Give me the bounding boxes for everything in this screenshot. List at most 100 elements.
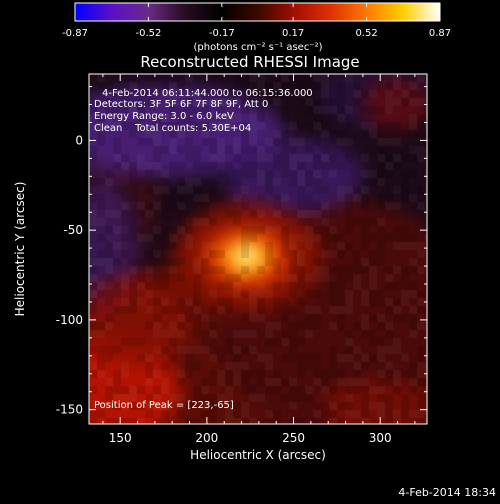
heatmap-pixel	[185, 226, 193, 234]
heatmap-pixel	[425, 394, 427, 402]
heatmap-pixel	[185, 362, 193, 370]
heatmap-pixel	[425, 354, 427, 362]
heatmap-pixel	[369, 170, 377, 178]
heatmap-pixel	[369, 90, 377, 98]
heatmap-pixel	[145, 74, 153, 82]
heatmap-pixel	[185, 298, 193, 306]
heatmap-pixel	[409, 258, 417, 266]
heatmap-pixel	[121, 74, 129, 82]
heatmap-pixel	[201, 90, 209, 98]
heatmap-pixel	[241, 122, 249, 130]
heatmap-pixel	[273, 370, 281, 378]
heatmap-pixel	[321, 122, 329, 130]
heatmap-pixel	[129, 418, 137, 424]
heatmap-pixel	[265, 154, 273, 162]
heatmap-pixel	[129, 338, 137, 346]
heatmap-pixel	[345, 378, 353, 386]
heatmap-pixel	[169, 258, 177, 266]
heatmap-pixel	[241, 106, 249, 114]
heatmap-pixel	[385, 138, 393, 146]
heatmap-pixel	[321, 186, 329, 194]
annotation-time-range: 4-Feb-2014 06:11:44.000 to 06:15:36.000	[102, 88, 313, 99]
heatmap-pixel	[337, 114, 345, 122]
heatmap-pixel	[185, 306, 193, 314]
heatmap-pixel	[121, 234, 129, 242]
heatmap-pixel	[153, 402, 161, 410]
heatmap-pixel	[369, 218, 377, 226]
heatmap-pixel	[305, 210, 313, 218]
heatmap-pixel	[377, 250, 385, 258]
heatmap-pixel	[193, 154, 201, 162]
heatmap-pixel	[145, 186, 153, 194]
heatmap-pixel	[265, 170, 273, 178]
heatmap-pixel	[321, 250, 329, 258]
heatmap-pixel	[361, 178, 369, 186]
heatmap-pixel	[305, 234, 313, 242]
heatmap-pixel	[241, 314, 249, 322]
heatmap-pixel	[241, 290, 249, 298]
heatmap-pixel	[345, 266, 353, 274]
heatmap-pixel	[225, 378, 233, 386]
heatmap-pixel	[121, 306, 129, 314]
heatmap-pixel	[257, 306, 265, 314]
heatmap-pixel	[201, 378, 209, 386]
heatmap-pixel	[97, 178, 105, 186]
heatmap-pixel	[305, 82, 313, 90]
heatmap-pixel	[281, 338, 289, 346]
heatmap-pixel	[121, 154, 129, 162]
heatmap-pixel	[105, 122, 113, 130]
heatmap-pixel	[89, 194, 97, 202]
heatmap-pixel	[169, 242, 177, 250]
heatmap-pixel	[273, 266, 281, 274]
colorbar-tick-label: 0.52	[355, 28, 377, 39]
heatmap-pixel	[321, 74, 329, 82]
heatmap-pixel	[89, 146, 97, 154]
heatmap-pixel	[145, 250, 153, 258]
heatmap-pixel	[169, 162, 177, 170]
heatmap-pixel	[217, 98, 225, 106]
heatmap-pixel	[281, 226, 289, 234]
heatmap-pixel	[377, 218, 385, 226]
heatmap-pixel	[329, 162, 337, 170]
heatmap-pixel	[297, 338, 305, 346]
heatmap-pixel	[393, 306, 401, 314]
heatmap-pixel	[177, 130, 185, 138]
heatmap-pixel	[193, 346, 201, 354]
heatmap-pixel	[137, 258, 145, 266]
heatmap-pixel	[345, 106, 353, 114]
heatmap-pixel	[249, 386, 257, 394]
heatmap-pixel	[289, 266, 297, 274]
heatmap-pixel	[345, 386, 353, 394]
heatmap-pixel	[153, 298, 161, 306]
heatmap-pixel	[361, 106, 369, 114]
heatmap-pixel	[409, 90, 417, 98]
heatmap-pixel	[89, 306, 97, 314]
x-tick-label: 250	[282, 431, 305, 445]
heatmap-pixel	[417, 378, 425, 386]
heatmap-pixel	[89, 266, 97, 274]
heatmap-pixel	[129, 298, 137, 306]
heatmap-pixel	[233, 98, 241, 106]
heatmap-pixel	[209, 138, 217, 146]
heatmap-pixel	[377, 338, 385, 346]
heatmap-pixel	[393, 242, 401, 250]
heatmap-pixel	[377, 226, 385, 234]
chart-title: Reconstructed RHESSI Image	[140, 53, 359, 71]
heatmap-pixel	[241, 98, 249, 106]
heatmap-pixel	[321, 114, 329, 122]
heatmap-pixel	[409, 194, 417, 202]
heatmap-pixel	[281, 274, 289, 282]
heatmap-pixel	[249, 162, 257, 170]
heatmap-pixel	[305, 330, 313, 338]
heatmap-pixel	[201, 106, 209, 114]
heatmap-pixel	[201, 194, 209, 202]
heatmap-pixel	[105, 314, 113, 322]
heatmap-pixel	[329, 170, 337, 178]
heatmap-pixel	[193, 210, 201, 218]
heatmap-pixel	[105, 90, 113, 98]
heatmap-pixel	[393, 122, 401, 130]
heatmap-pixel	[409, 82, 417, 90]
heatmap-pixel	[193, 418, 201, 424]
heatmap-pixel	[385, 394, 393, 402]
heatmap-pixel	[97, 354, 105, 362]
